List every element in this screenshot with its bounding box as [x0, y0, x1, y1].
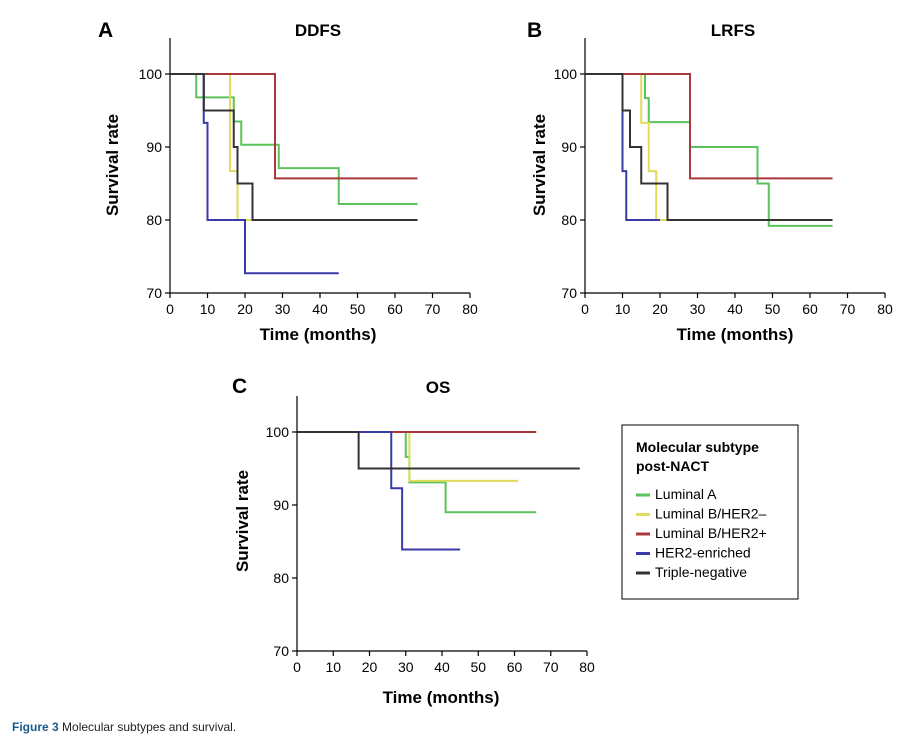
y-tick-label: 80	[273, 570, 289, 586]
panel-title: DDFS	[295, 21, 341, 40]
legend-title: post-NACT	[636, 458, 710, 474]
x-tick-label: 10	[325, 659, 341, 675]
x-axis-label: Time (months)	[383, 688, 500, 707]
x-tick-label: 0	[293, 659, 301, 675]
y-tick-label: 100	[139, 66, 163, 82]
legend-entry-label: Luminal A	[655, 486, 717, 502]
x-tick-label: 20	[362, 659, 378, 675]
legend-entry-label: Triple-negative	[655, 564, 747, 580]
series-line-luminal-b-her2	[585, 73, 668, 221]
legend-box	[621, 424, 799, 600]
figure-caption: Figure 3 Molecular subtypes and survival…	[12, 720, 236, 734]
x-tick-label: 60	[802, 301, 818, 317]
x-tick-label: 30	[398, 659, 414, 675]
x-tick-label: 50	[765, 301, 781, 317]
series-line-her2-enriched	[170, 73, 339, 275]
x-tick-label: 10	[615, 301, 631, 317]
x-tick-label: 80	[579, 659, 595, 675]
chart-panel-b: B LRFS 70 80 90 100 0 10 20 30 40 50 60 70 80 Time (mon…	[527, 19, 893, 344]
panel-title: LRFS	[711, 21, 755, 40]
x-axis-label: Time (months)	[677, 325, 794, 344]
legend-entry-label: Luminal B/HER2–	[655, 506, 766, 522]
y-tick-label: 70	[273, 643, 289, 659]
x-tick-label: 60	[387, 301, 403, 317]
x-tick-label: 80	[462, 301, 478, 317]
x-tick-label: 0	[166, 301, 174, 317]
y-tick-label: 70	[561, 285, 577, 301]
figure-caption-text: Molecular subtypes and survival.	[62, 720, 237, 734]
x-tick-label: 10	[200, 301, 216, 317]
series-line-luminal-b-her2	[585, 73, 833, 180]
y-tick-label: 70	[146, 285, 162, 301]
x-axis-label: Time (months)	[260, 325, 377, 344]
x-tick-label: 50	[470, 659, 486, 675]
figure-caption-label: Figure 3	[12, 720, 59, 734]
x-tick-label: 30	[275, 301, 291, 317]
y-tick-label: 80	[561, 212, 577, 228]
x-tick-label: 80	[877, 301, 893, 317]
series-line-luminal-b-her2	[170, 73, 418, 180]
panel-title: OS	[426, 378, 451, 397]
y-tick-label: 100	[266, 424, 290, 440]
y-tick-label: 90	[146, 139, 162, 155]
series-line-luminal-a	[297, 431, 537, 514]
series-line-triple-negative	[170, 73, 418, 221]
y-tick-label: 80	[146, 212, 162, 228]
series-line-luminal-b-her2	[170, 73, 253, 221]
series-line-her2-enriched	[297, 431, 461, 551]
x-tick-label: 70	[425, 301, 441, 317]
y-tick-label: 90	[273, 497, 289, 513]
x-tick-label: 40	[727, 301, 743, 317]
x-tick-label: 40	[434, 659, 450, 675]
y-axis-label: Survival rate	[233, 470, 252, 572]
series-line-triple-negative	[297, 431, 580, 470]
x-tick-label: 30	[690, 301, 706, 317]
x-tick-label: 0	[581, 301, 589, 317]
legend-entry-label: Luminal B/HER2+	[655, 525, 767, 541]
legend-title: Molecular subtype	[636, 439, 759, 455]
x-tick-label: 50	[350, 301, 366, 317]
y-tick-label: 100	[554, 66, 578, 82]
legend-entry-label: HER2-enriched	[655, 545, 751, 561]
panel-letter: C	[232, 375, 247, 398]
y-axis-label: Survival rate	[530, 114, 549, 216]
panel-letter: B	[527, 19, 542, 42]
series-line-luminal-a	[170, 73, 418, 205]
y-tick-label: 90	[561, 139, 577, 155]
x-tick-label: 70	[543, 659, 559, 675]
x-tick-label: 70	[840, 301, 856, 317]
chart-panel-c: C OS 70 80 90 100 0 10 20 30 40 50 60 70 80 Time (month…	[232, 375, 595, 707]
x-tick-label: 20	[652, 301, 668, 317]
y-axis-label: Survival rate	[103, 114, 122, 216]
series-line-triple-negative	[585, 73, 833, 221]
x-tick-label: 20	[237, 301, 253, 317]
chart-panel-a: A DDFS 70 80 90 100 0 10 20 30 40 50 60 70 80 Time (mon…	[98, 19, 478, 344]
panel-letter: A	[98, 19, 113, 42]
x-tick-label: 60	[507, 659, 523, 675]
x-tick-label: 40	[312, 301, 328, 317]
legend: Molecular subtype post-NACT Luminal A Lumin…	[621, 424, 799, 600]
